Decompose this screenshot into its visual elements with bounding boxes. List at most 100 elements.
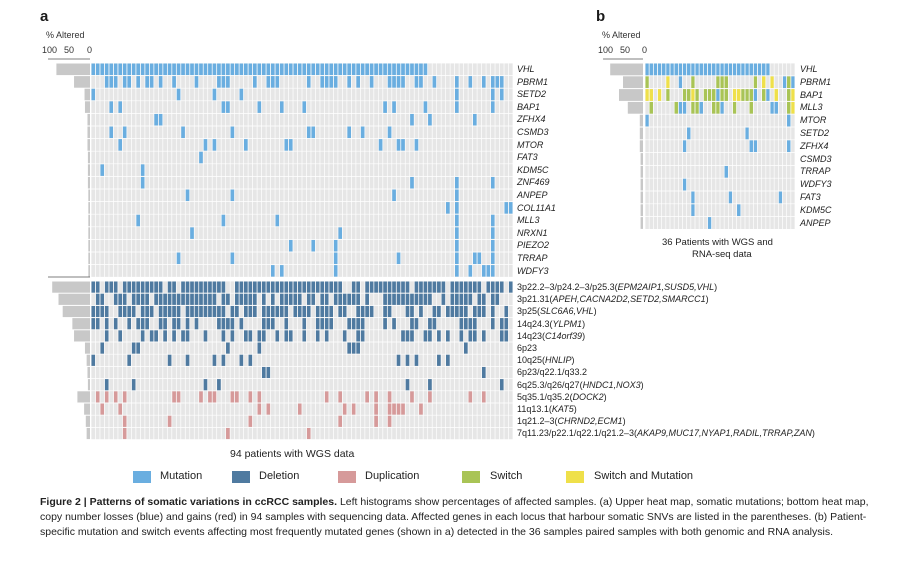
heatmap-cell [167, 293, 172, 305]
heatmap-cell [351, 293, 356, 305]
heatmap-cell [477, 305, 482, 318]
heatmap-cell [203, 281, 208, 293]
gene-label: PBRM1 [517, 76, 549, 87]
cnv-genes: HNDC1,NOX3 [582, 379, 641, 390]
heatmap-cell [745, 63, 749, 76]
panel-a-axis-title: % Altered [46, 30, 85, 40]
gene-label: BAP1 [517, 101, 541, 112]
heatmap-cell [401, 403, 405, 415]
heatmap-cell [333, 252, 338, 265]
heatmap-cell [293, 281, 298, 293]
legend-swatch-deletion [232, 471, 250, 483]
heatmap-cell [477, 281, 482, 293]
heatmap-cell [261, 366, 266, 379]
heatmap-cell [745, 127, 749, 140]
heatmap-cell [736, 89, 741, 101]
cnv-genes: DOCK2 [572, 391, 604, 402]
heatmap-cell [163, 330, 168, 342]
heatmap-cell [387, 126, 392, 139]
histogram-bar [58, 293, 90, 305]
heatmap-cell [481, 265, 486, 277]
heatmap-cell [499, 88, 504, 101]
heatmap-cell [104, 63, 109, 76]
histogram-bar [72, 318, 90, 330]
heatmap-cell [351, 318, 356, 330]
histogram-bar [639, 127, 643, 140]
heatmap-cell [392, 403, 396, 415]
histogram-bar [639, 140, 643, 153]
heatmap-cell [463, 342, 468, 354]
heatmap-cell [342, 305, 347, 318]
heatmap-cell [695, 89, 699, 101]
heatmap-cell [302, 281, 307, 293]
heatmap-cell [136, 63, 141, 76]
cnv-region: 7q11.23/p22.1/q22.1/q21.2–3 [517, 428, 634, 439]
heatmap-cell [387, 391, 392, 403]
heatmap-cell [225, 76, 230, 88]
heatmap-cell [791, 76, 795, 89]
heatmap-cell [261, 293, 266, 305]
heatmap-cell [691, 76, 695, 89]
heatmap-cell [145, 293, 150, 305]
heatmap-cell [401, 139, 405, 151]
heatmap-cell [113, 293, 118, 305]
heatmap-cell [109, 126, 114, 139]
heatmap-cell [131, 379, 136, 391]
heatmap-cell [149, 281, 154, 293]
heatmap-cell [185, 305, 190, 318]
heatmap-cell [118, 63, 123, 76]
heatmap-cell [140, 164, 145, 176]
heatmap-cell [365, 281, 370, 293]
heatmap-cell [203, 379, 208, 391]
cnv-genes: KAT5 [551, 404, 574, 414]
heatmap-cell [410, 293, 414, 305]
heatmap-cell [468, 293, 473, 305]
heatmap-cell [786, 89, 791, 101]
heatmap-cell [172, 76, 176, 88]
histogram-bar [640, 204, 643, 217]
heatmap-cell [266, 366, 271, 379]
legend-swatch-switch [462, 471, 480, 483]
heatmap-cell [490, 293, 495, 305]
heatmap-cell [131, 63, 136, 76]
heatmap-cell [333, 239, 338, 252]
heatmap-cell [396, 354, 401, 366]
heatmap-cell [320, 76, 325, 88]
heatmap-cell [158, 305, 163, 318]
heatmap-cell [761, 63, 766, 76]
heatmap-cell [365, 305, 370, 318]
histogram-bar [640, 165, 643, 178]
heatmap-cell [392, 76, 396, 88]
heatmap-cell [284, 330, 289, 342]
heatmap-cell [239, 63, 244, 76]
heatmap-cell [181, 126, 185, 139]
heatmap-cell [766, 89, 770, 101]
heatmap-cell [212, 305, 217, 318]
heatmap-cell [387, 63, 392, 76]
heatmap-cell [782, 76, 787, 89]
gene-label: MLL3 [800, 102, 823, 113]
cnv-label: 14q24.3(YLPM1) [517, 318, 586, 329]
heatmap-cell [176, 63, 181, 76]
histogram-bar [84, 342, 90, 354]
heatmap-cell [266, 63, 271, 76]
heatmap-cell [217, 318, 221, 330]
heatmap-cell [154, 281, 159, 293]
heatmap-cell [490, 88, 495, 101]
heatmap-cell [140, 330, 145, 342]
heatmap-cell [203, 63, 208, 76]
heatmap-cell [275, 281, 280, 293]
histogram-bar [84, 101, 90, 113]
heatmap-cell [127, 318, 132, 330]
heatmap-cell [432, 76, 437, 88]
heatmap-cell [454, 76, 459, 88]
heatmap-cell [122, 126, 127, 139]
heatmap-cell [333, 63, 338, 76]
heatmap-cell [163, 293, 168, 305]
heatmap-cell [297, 305, 302, 318]
heatmap-cell [185, 63, 190, 76]
heatmap-cell [270, 76, 275, 88]
panel-b-x-caption-line2: RNA-seq data [692, 249, 752, 260]
heatmap-cell [728, 191, 733, 204]
cnv-region: 14q23 [517, 330, 543, 341]
